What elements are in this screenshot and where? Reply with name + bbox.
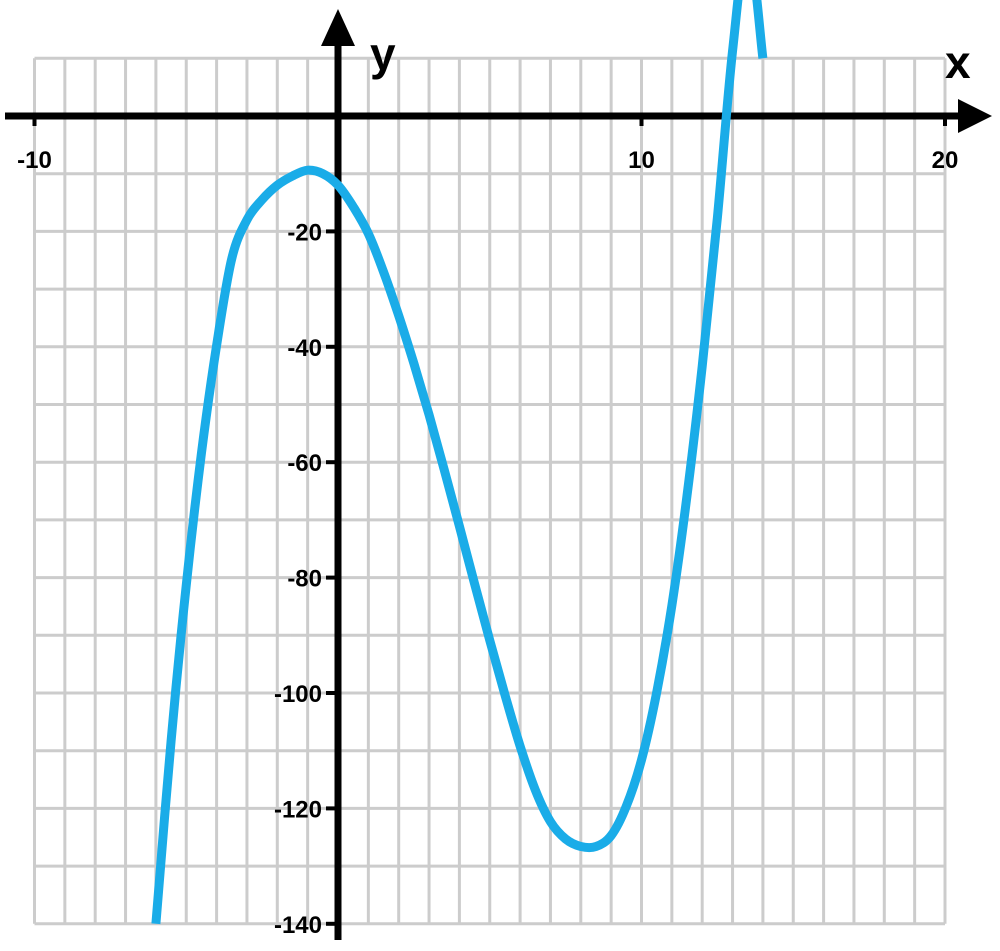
y-axis-label: y (370, 28, 396, 80)
axes (5, 9, 992, 940)
x-tick-label: -10 (17, 147, 52, 174)
y-axis-arrow (321, 9, 355, 46)
y-tick-label: -60 (287, 450, 322, 477)
series-line (151, 0, 768, 925)
x-axis-arrow (958, 99, 992, 133)
y-tick-label: -40 (287, 335, 322, 362)
x-tick-label: 10 (628, 147, 655, 174)
grid (33, 56, 947, 926)
y-tick-label: -120 (274, 796, 322, 823)
x-tick-labels: -10 10 20 (17, 147, 958, 174)
y-tick-labels: -20 -40 -60 -80 -100 -120 -140 (274, 219, 322, 938)
y-tick-label: -140 (274, 912, 322, 939)
y-tick-label: -20 (287, 219, 322, 246)
series-curves (151, 0, 768, 925)
x-axis-label: x (945, 36, 971, 88)
tick-marks (32, 114, 947, 926)
y-tick-label: -80 (287, 566, 322, 593)
x-tick-label: 20 (932, 147, 959, 174)
y-tick-label: -100 (274, 681, 322, 708)
